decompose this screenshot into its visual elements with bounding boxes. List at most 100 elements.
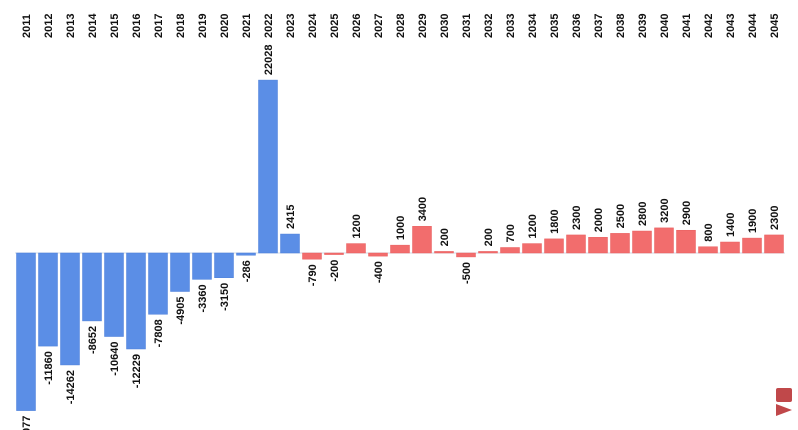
year-label-2012: 2012 <box>43 14 55 38</box>
value-labels-layer: -20077 -11860 -14262 -8652 -10640 -12229 -7808… <box>21 44 781 430</box>
year-label-2011: 2011 <box>21 14 33 38</box>
bar-2026 <box>346 243 366 254</box>
year-label-2034: 2034 <box>527 13 539 38</box>
year-label-2038: 2038 <box>615 14 627 38</box>
year-label-2033: 2033 <box>505 14 517 38</box>
bar-2023 <box>280 233 300 254</box>
play-badge-icon[interactable] <box>776 388 792 416</box>
bar-2020 <box>214 252 234 278</box>
year-label-2040: 2040 <box>659 14 671 38</box>
year-label-2020: 2020 <box>219 14 231 38</box>
year-label-2014: 2014 <box>87 13 99 38</box>
value-label-2013: -14262 <box>65 370 77 404</box>
year-label-2030: 2030 <box>439 14 451 38</box>
value-label-2021: -286 <box>241 260 253 282</box>
bar-2040 <box>654 227 674 254</box>
bar-2027 <box>368 252 388 257</box>
bar-2019 <box>192 252 212 280</box>
bar-2028 <box>390 244 410 254</box>
value-label-2026: 1200 <box>351 214 363 238</box>
value-label-2031: -500 <box>461 262 473 284</box>
year-label-2024: 2024 <box>307 13 319 38</box>
year-label-2036: 2036 <box>571 14 583 38</box>
value-label-2034: 1200 <box>527 214 539 238</box>
year-label-2035: 2035 <box>549 14 561 38</box>
bar-2042 <box>698 246 718 254</box>
bar-2017 <box>148 252 168 315</box>
year-labels-layer: 2011 2012 2013 2014 2015 2016 2017 2018 2019 2020… <box>21 13 781 38</box>
value-label-2043: 1400 <box>725 213 737 237</box>
value-label-2037: 2000 <box>593 208 605 232</box>
year-label-2018: 2018 <box>175 14 187 38</box>
value-label-2042: 800 <box>703 223 715 241</box>
bar-2038 <box>610 233 630 254</box>
value-label-2020: -3150 <box>219 283 231 311</box>
bar-2015 <box>104 252 124 337</box>
year-label-2025: 2025 <box>329 14 341 38</box>
year-label-2043: 2043 <box>725 14 737 38</box>
year-label-2029: 2029 <box>417 14 429 38</box>
value-label-2030: 200 <box>439 228 451 246</box>
value-label-2028: 1000 <box>395 216 407 240</box>
value-label-2029: 3400 <box>417 197 429 221</box>
year-label-2017: 2017 <box>153 14 165 38</box>
year-label-2045: 2045 <box>769 14 781 38</box>
bar-2024 <box>302 252 322 260</box>
value-label-2027: -400 <box>373 261 385 283</box>
bar-2033 <box>500 247 520 254</box>
bar-2029 <box>412 226 432 254</box>
value-label-2040: 3200 <box>659 198 671 222</box>
bar-2034 <box>522 243 542 254</box>
bar-2030 <box>434 251 454 254</box>
value-label-2019: -3360 <box>197 284 209 312</box>
value-label-2016: -12229 <box>131 354 143 388</box>
year-label-2016: 2016 <box>131 14 143 38</box>
bar-2039 <box>632 230 652 254</box>
bar-2036 <box>566 234 586 254</box>
bar-2037 <box>588 237 608 254</box>
value-label-2032: 200 <box>483 228 495 246</box>
value-label-2011: -20077 <box>21 416 33 430</box>
year-label-2023: 2023 <box>285 14 297 38</box>
year-label-2031: 2031 <box>461 14 473 38</box>
bars-layer <box>16 79 784 411</box>
bar-2045 <box>764 234 784 254</box>
bar-2044 <box>742 237 762 254</box>
value-label-2045: 2300 <box>769 205 781 229</box>
value-label-2039: 2800 <box>637 202 649 226</box>
value-label-2024: -790 <box>307 264 319 286</box>
bar-2018 <box>170 252 190 292</box>
value-label-2033: 700 <box>505 224 517 242</box>
bar-2013 <box>60 252 80 366</box>
bar-2035 <box>544 238 564 254</box>
year-label-2037: 2037 <box>593 14 605 38</box>
bar-2032 <box>478 251 498 254</box>
year-label-2041: 2041 <box>681 14 693 38</box>
value-label-2022: 22028 <box>263 44 275 75</box>
bar-2031 <box>456 252 476 258</box>
year-label-2019: 2019 <box>197 14 209 38</box>
bar-2012 <box>38 252 58 347</box>
value-label-2015: -10640 <box>109 342 121 376</box>
year-label-2022: 2022 <box>263 14 275 38</box>
value-label-2018: -4905 <box>175 297 187 325</box>
value-label-2035: 1800 <box>549 209 561 233</box>
bar-2016 <box>126 252 146 350</box>
year-label-2021: 2021 <box>241 14 253 38</box>
bar-2041 <box>676 229 696 254</box>
value-label-2014: -8652 <box>87 326 99 354</box>
bar-2021 <box>236 252 256 256</box>
bar-2025 <box>324 252 344 255</box>
value-label-2017: -7808 <box>153 319 165 347</box>
year-label-2032: 2032 <box>483 14 495 38</box>
year-label-2042: 2042 <box>703 14 715 38</box>
value-label-2025: -200 <box>329 260 341 282</box>
year-label-2026: 2026 <box>351 14 363 38</box>
year-label-2013: 2013 <box>65 14 77 38</box>
bar-2011 <box>16 252 36 411</box>
year-label-2028: 2028 <box>395 14 407 38</box>
year-label-2044: 2044 <box>747 13 759 38</box>
value-label-2023: 2415 <box>285 205 297 229</box>
year-label-2039: 2039 <box>637 14 649 38</box>
